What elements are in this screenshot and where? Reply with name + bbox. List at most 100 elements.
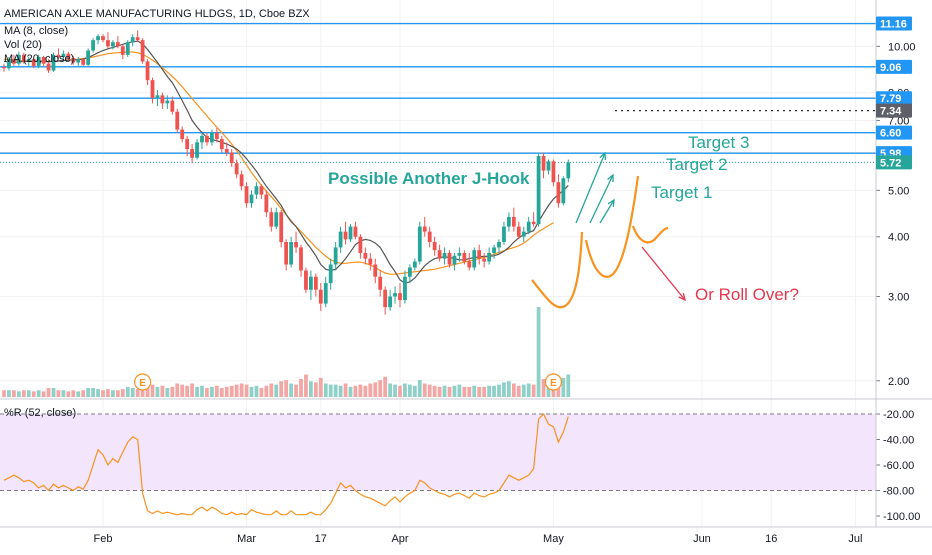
candle[interactable] [294, 231, 298, 253]
candle[interactable] [234, 159, 239, 179]
candle[interactable] [66, 51, 71, 61]
candle[interactable] [185, 135, 190, 156]
candle[interactable] [259, 184, 264, 199]
candle[interactable] [318, 283, 323, 311]
candle[interactable] [511, 207, 516, 232]
candle[interactable] [333, 242, 338, 271]
candle[interactable] [71, 55, 76, 65]
candle[interactable] [492, 244, 496, 259]
candle[interactable] [551, 159, 556, 187]
candle[interactable] [254, 182, 259, 199]
candle[interactable] [541, 152, 546, 179]
candle[interactable] [452, 252, 457, 271]
candle[interactable] [21, 52, 26, 64]
candle[interactable] [264, 190, 269, 217]
candle[interactable] [497, 239, 501, 253]
candle[interactable] [561, 176, 566, 206]
candle[interactable] [16, 51, 21, 66]
candle[interactable] [51, 52, 56, 72]
target-arrow-2[interactable] [589, 173, 614, 224]
candle[interactable] [219, 135, 224, 153]
candle[interactable] [388, 289, 392, 311]
candle[interactable] [472, 247, 477, 271]
candle[interactable] [145, 59, 150, 86]
candle[interactable] [437, 244, 442, 262]
candle[interactable] [210, 129, 214, 146]
candle[interactable] [214, 128, 219, 143]
candle[interactable] [140, 38, 145, 64]
earnings-marker[interactable]: E [134, 373, 152, 391]
candle[interactable] [180, 126, 185, 143]
candle[interactable] [12, 54, 16, 66]
candle[interactable] [442, 247, 447, 265]
j-hook-curve-3[interactable] [631, 225, 669, 244]
target-arrow-1[interactable] [599, 198, 615, 224]
candle[interactable] [521, 226, 526, 243]
candles-layer[interactable] [2, 30, 571, 315]
candle[interactable] [135, 30, 140, 43]
candle[interactable] [91, 38, 95, 53]
candle[interactable] [299, 244, 303, 277]
candle[interactable] [101, 34, 105, 43]
candle[interactable] [566, 159, 571, 183]
candle[interactable] [125, 40, 130, 57]
candle[interactable] [195, 139, 199, 160]
candle[interactable] [477, 244, 482, 265]
candle[interactable] [120, 44, 125, 60]
candle[interactable] [46, 59, 51, 73]
candle[interactable] [358, 234, 363, 259]
candle[interactable] [7, 56, 11, 71]
candle[interactable] [249, 190, 254, 208]
earnings-marker[interactable]: E [544, 373, 563, 391]
candle[interactable] [363, 247, 368, 265]
candle[interactable] [348, 224, 353, 243]
candle[interactable] [323, 276, 328, 308]
candle[interactable] [269, 207, 274, 232]
candle[interactable] [462, 250, 467, 265]
candle[interactable] [81, 58, 86, 66]
candle[interactable] [546, 159, 551, 175]
candle[interactable] [111, 40, 115, 50]
candle[interactable] [155, 90, 160, 107]
annotation-layer[interactable]: Possible Another J-Hook Target 1 Target 2 T… [134, 133, 799, 391]
candle[interactable] [398, 283, 402, 308]
candle[interactable] [200, 132, 204, 150]
candle[interactable] [274, 207, 279, 230]
candle[interactable] [31, 58, 36, 69]
candle[interactable] [96, 34, 100, 45]
candle[interactable] [26, 56, 31, 66]
candle[interactable] [86, 48, 91, 66]
candle[interactable] [309, 270, 313, 301]
candle[interactable] [526, 216, 531, 235]
candle[interactable] [279, 209, 284, 248]
candle[interactable] [412, 258, 417, 271]
candle[interactable] [393, 286, 397, 304]
candle[interactable] [536, 152, 541, 227]
target-arrow-3[interactable] [575, 151, 607, 224]
candle[interactable] [328, 258, 333, 290]
candle[interactable] [56, 48, 61, 60]
candle[interactable] [165, 95, 170, 109]
candle[interactable] [403, 270, 407, 304]
candle[interactable] [383, 286, 388, 315]
candle[interactable] [2, 63, 6, 72]
candle[interactable] [244, 182, 249, 208]
candle[interactable] [373, 258, 378, 284]
candle[interactable] [224, 142, 229, 156]
j-hook-curve-1[interactable] [531, 231, 584, 309]
candle[interactable] [432, 236, 437, 256]
candle[interactable] [36, 54, 41, 69]
candle[interactable] [502, 221, 506, 245]
candle[interactable] [115, 36, 120, 49]
candle[interactable] [190, 144, 194, 164]
candle[interactable] [313, 273, 318, 297]
candle[interactable] [205, 132, 209, 146]
candle[interactable] [338, 226, 343, 253]
candle[interactable] [130, 34, 135, 47]
candle[interactable] [229, 149, 234, 167]
candle[interactable] [343, 221, 348, 245]
candle[interactable] [447, 250, 452, 268]
candle[interactable] [353, 221, 358, 240]
